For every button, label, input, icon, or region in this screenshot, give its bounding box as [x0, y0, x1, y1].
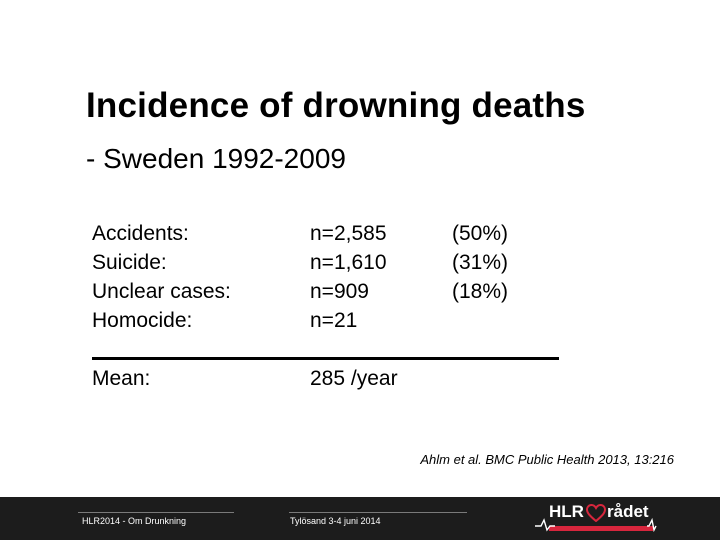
footer-divider-center	[289, 512, 467, 513]
stats-count: n=21	[310, 309, 358, 332]
hlr-radet-logo: HLR rådet	[535, 502, 657, 536]
stats-label: Homocide:	[92, 309, 193, 332]
mean-value: 285 /year	[310, 367, 398, 390]
logo-text-right: rådet	[607, 502, 649, 521]
footer-divider-left	[78, 512, 234, 513]
logo-text-left: HLR	[549, 502, 584, 521]
stats-count: n=1,610	[310, 251, 387, 274]
stats-percent: (18%)	[452, 280, 509, 303]
stats-count: n=909	[310, 280, 369, 303]
slide-title: Incidence of drowning deaths	[86, 86, 586, 125]
footer-center-text: Tylösand 3-4 juni 2014	[290, 516, 381, 526]
heartbeat-line-icon	[535, 517, 657, 532]
footer-left-text: HLR2014 - Om Drunkning	[82, 516, 187, 526]
stats-label: Accidents:	[92, 222, 189, 245]
heart-icon	[586, 504, 606, 522]
stats-percent: (31%)	[452, 251, 509, 274]
citation: Ahlm et al. BMC Public Health 2013, 13:2…	[420, 452, 674, 467]
mean-label: Mean:	[92, 367, 151, 390]
footer-bar: HLR2014 - Om Drunkning Tylösand 3-4 juni…	[0, 497, 720, 540]
logo-tagline-band	[549, 526, 653, 531]
stats-label: Unclear cases:	[92, 280, 231, 303]
divider-rule	[92, 357, 559, 360]
stats-percent: (50%)	[452, 222, 509, 245]
stats-count: n=2,585	[310, 222, 387, 245]
stats-label: Suicide:	[92, 251, 167, 274]
slide-subtitle: - Sweden 1992-2009	[86, 143, 346, 174]
